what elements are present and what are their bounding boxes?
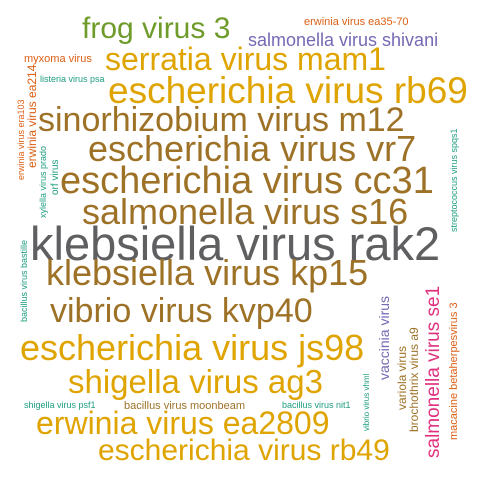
word-escherichia-virus-vr7: escherichia virus vr7 — [88, 128, 417, 169]
word-macacine-betaherpesvirus-3: macacine betaherpesvirus 3 — [448, 302, 460, 440]
word-bacillus-virus-nit1: bacillus virus nit1 — [282, 400, 351, 410]
word-orf-virus: orf virus — [50, 159, 61, 195]
word-shigella-virus-psf1: shigella virus psf1 — [24, 400, 96, 410]
word-vaccinia-virus: vaccinia virus — [376, 295, 392, 380]
word-escherichia-virus-js98: escherichia virus js98 — [20, 327, 365, 368]
word-klebsiella-virus-rak2: klebsiella virus rak2 — [30, 217, 441, 270]
word-sinorhizobium-virus-m12: sinorhizobium virus m12 — [38, 101, 405, 139]
word-salmonella-virus-se1: salmonella virus se1 — [423, 285, 444, 458]
word-escherichia-virus-rb69: escherichia virus rb69 — [108, 70, 468, 111]
word-erwinia-virus-ea214: erwinia virus ea214 — [25, 64, 39, 168]
word-streptococcus-virus-spqs1: streptococcus virus spqs1 — [449, 128, 459, 232]
word-erwinia-virus-era103: erwinia virus era103 — [16, 99, 26, 180]
word-vibrio-virus-kvp40: vibrio virus kvp40 — [50, 292, 313, 330]
word-variola-virus: variola virus — [395, 345, 409, 410]
word-shigella-virus-ag3: shigella virus ag3 — [68, 363, 323, 400]
word-klebsiella-virus-kp15: klebsiella virus kp15 — [46, 252, 369, 293]
word-escherichia-virus-cc31: escherichia virus cc31 — [60, 160, 434, 202]
word-escherichia-virus-rb49: escherichia virus rb49 — [98, 434, 390, 467]
word-erwinia-virus-ea35-70: erwinia virus ea35-70 — [304, 16, 409, 28]
word-frog-virus-3: frog virus 3 — [82, 12, 231, 45]
word-bacillus-virus-bastille: bacillus virus bastille — [19, 239, 29, 322]
word-listeria-virus-psa: listeria virus psa — [40, 74, 105, 84]
word-xylella-virus-prado: xylella virus prado — [38, 145, 48, 218]
word-bacillus-virus-moonbeam: bacillus virus moonbeam — [124, 400, 246, 412]
word-vibrio-virus-vhml: vibrio virus vhml — [362, 373, 371, 431]
word-serratia-virus-mam1: serratia virus mam1 — [105, 41, 386, 77]
word-salmonella-virus-s16: salmonella virus s16 — [82, 191, 409, 232]
word-myxoma-virus: myxoma virus — [24, 53, 92, 65]
word-brochothrix-virus-a9: brochothrix virus a9 — [407, 327, 421, 432]
word-erwinia-virus-ea2809: erwinia virus ea2809 — [36, 405, 330, 441]
word-salmonella-virus-shivani: salmonella virus shivani — [248, 30, 439, 50]
